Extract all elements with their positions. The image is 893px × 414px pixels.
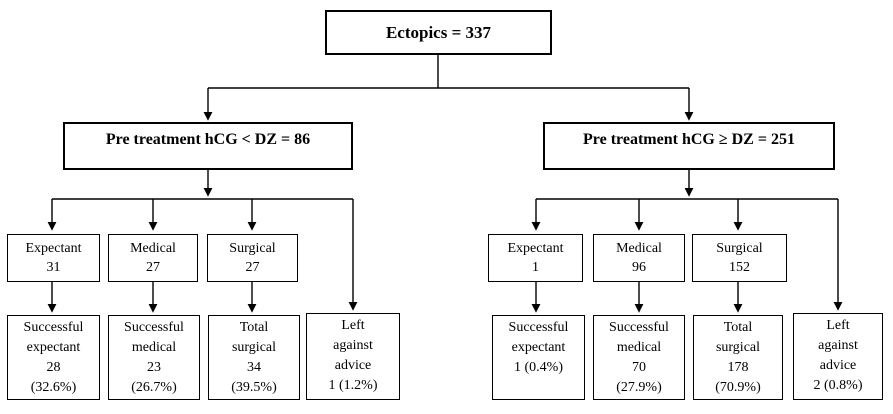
outcome-line: 23 (147, 360, 161, 375)
outcome-line: 178 (727, 360, 749, 375)
outcome-line: medical (131, 340, 177, 355)
outcome-line: 70 (632, 360, 646, 375)
left-treatment-medical-box: Medical 27 (108, 234, 198, 282)
left-treatment-expectant-box: Expectant 31 (7, 234, 100, 282)
outcome-line: against (818, 338, 858, 353)
outcome-line: Left (826, 318, 850, 333)
outcome-line: Left (341, 318, 365, 333)
outcome-line: (26.7%) (131, 380, 177, 395)
right-outcome-surgical-box: Total surgical 178 (70.9%) (693, 315, 783, 400)
root-node-box: Ectopics = 337 (325, 10, 552, 55)
treatment-name: Surgical (229, 241, 276, 256)
outcome-line: advice (334, 358, 372, 373)
treatment-count: 152 (729, 260, 750, 275)
treatment-name: Expectant (507, 241, 564, 256)
treatment-name: Medical (130, 241, 176, 256)
left-outcome-expectant-box: Successful expectant 28 (32.6%) (7, 315, 100, 400)
outcome-line: Successful (23, 320, 84, 335)
right-outcome-medical-box: Successful medical 70 (27.9%) (593, 315, 685, 400)
branch-right-header-box: Pre treatment hCG ≥ DZ = 251 (543, 122, 835, 170)
outcome-line: Successful (508, 320, 569, 335)
treatment-name: Medical (616, 241, 662, 256)
left-treatment-surgical-box: Surgical 27 (207, 234, 298, 282)
right-treatment-medical-box: Medical 96 (593, 234, 685, 282)
treatment-count: 27 (146, 260, 160, 275)
outcome-line: 1 (0.4%) (514, 360, 563, 375)
treatment-count: 31 (46, 260, 61, 275)
branch-left-header-label: Pre treatment hCG < DZ = 86 (105, 131, 311, 148)
treatment-count: 27 (245, 260, 260, 275)
left-outcome-medical-box: Successful medical 23 (26.7%) (108, 315, 200, 400)
outcome-line: Total (239, 320, 269, 335)
outcome-line: advice (819, 358, 857, 373)
outcome-line: (70.9%) (715, 380, 761, 395)
outcome-line: medical (616, 340, 662, 355)
outcome-line: Total (723, 320, 753, 335)
outcome-line: Successful (609, 320, 669, 335)
outcome-line: 28 (46, 360, 61, 375)
right-treatment-expectant-box: Expectant 1 (488, 234, 583, 282)
outcome-line: 2 (0.8%) (813, 378, 863, 393)
right-treatment-surgical-box: Surgical 152 (692, 234, 787, 282)
outcome-line: against (333, 338, 373, 353)
left-outcome-surgical-box: Total surgical 34 (39.5%) (208, 315, 300, 400)
treatment-count: 96 (632, 260, 646, 275)
outcome-line: (27.9%) (616, 380, 662, 395)
branch-left-header-box: Pre treatment hCG < DZ = 86 (63, 122, 353, 170)
outcome-line: surgical (231, 340, 277, 355)
left-outcome-advice-box: Left against advice 1 (1.2%) (306, 313, 400, 400)
branch-right-header-label: Pre treatment hCG ≥ DZ = 251 (583, 131, 795, 148)
treatment-count: 1 (532, 260, 539, 275)
root-node-label: Ectopics = 337 (385, 22, 492, 42)
outcome-line: Successful (124, 320, 184, 335)
outcome-line: expectant (511, 340, 566, 355)
treatment-name: Surgical (716, 241, 763, 256)
outcome-line: (39.5%) (231, 380, 277, 395)
outcome-line: 34 (247, 360, 261, 375)
right-outcome-advice-box: Left against advice 2 (0.8%) (793, 313, 883, 400)
right-outcome-expectant-box: Successful expectant 1 (0.4%) (492, 315, 585, 400)
outcome-line: (32.6%) (30, 380, 77, 395)
treatment-name: Expectant (25, 241, 82, 256)
outcome-line: surgical (715, 340, 761, 355)
outcome-line: expectant (26, 340, 81, 355)
outcome-line: 1 (1.2%) (328, 378, 378, 393)
